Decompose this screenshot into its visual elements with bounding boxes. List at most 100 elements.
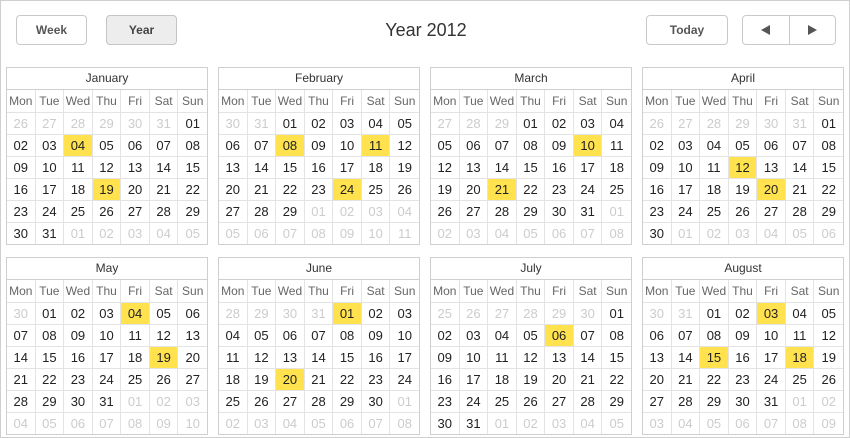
day-cell-other-month[interactable]: 27 <box>671 113 701 135</box>
day-cell[interactable]: 29 <box>602 391 631 413</box>
day-cell[interactable]: 29 <box>700 391 729 413</box>
day-cell-other-month[interactable]: 28 <box>700 113 729 135</box>
day-cell[interactable]: 15 <box>178 157 207 179</box>
day-cell[interactable]: 24 <box>92 369 122 391</box>
day-cell[interactable]: 01 <box>276 113 305 135</box>
day-cell[interactable]: 09 <box>7 157 36 179</box>
day-cell-other-month[interactable]: 27 <box>431 113 460 135</box>
day-cell[interactable]: 13 <box>459 157 489 179</box>
day-cell[interactable]: 14 <box>149 157 179 179</box>
day-cell-other-month[interactable]: 31 <box>149 113 179 135</box>
day-cell[interactable]: 02 <box>304 113 334 135</box>
day-cell[interactable]: 21 <box>7 369 36 391</box>
day-cell-other-month[interactable]: 29 <box>247 303 277 325</box>
day-cell-other-month[interactable]: 07 <box>362 413 391 434</box>
day-cell[interactable]: 17 <box>92 347 122 369</box>
day-cell[interactable]: 23 <box>361 369 391 391</box>
day-cell-other-month[interactable]: 01 <box>390 391 419 413</box>
day-cell[interactable]: 29 <box>516 201 546 223</box>
day-cell-other-month[interactable]: 30 <box>219 113 248 135</box>
day-cell[interactable]: 27 <box>219 201 248 223</box>
day-cell-other-month[interactable]: 29 <box>545 303 574 325</box>
day-cell[interactable]: 25 <box>64 201 93 223</box>
day-cell[interactable]: 10 <box>671 157 701 179</box>
day-cell[interactable]: 03 <box>390 303 419 325</box>
day-cell[interactable]: 21 <box>785 179 815 201</box>
day-cell[interactable]: 09 <box>728 325 758 347</box>
day-cell-other-month[interactable]: 08 <box>609 226 624 241</box>
day-cell[interactable]: 18 <box>361 157 391 179</box>
day-cell[interactable]: 03 <box>92 303 122 325</box>
day-cell[interactable]: 24 <box>757 369 786 391</box>
day-cell[interactable]: 25 <box>219 391 248 413</box>
day-cell[interactable]: 25 <box>785 369 815 391</box>
day-cell[interactable]: 25 <box>488 391 517 413</box>
day-cell-event[interactable]: 04 <box>64 135 93 157</box>
day-cell[interactable]: 28 <box>785 201 815 223</box>
day-cell[interactable]: 30 <box>64 391 93 413</box>
day-cell-other-month[interactable]: 29 <box>488 113 517 135</box>
day-cell-other-month[interactable]: 01 <box>488 413 517 434</box>
day-cell-other-month[interactable]: 02 <box>219 413 248 434</box>
day-cell[interactable]: 13 <box>643 347 672 369</box>
day-cell[interactable]: 07 <box>785 135 815 157</box>
day-cell-other-month[interactable]: 25 <box>431 303 460 325</box>
day-cell[interactable]: 15 <box>516 157 546 179</box>
day-cell[interactable]: 10 <box>459 347 489 369</box>
day-cell-other-month[interactable]: 03 <box>545 413 574 434</box>
day-cell[interactable]: 28 <box>304 391 334 413</box>
day-cell[interactable]: 28 <box>671 391 701 413</box>
day-cell-event[interactable]: 24 <box>333 179 362 201</box>
day-cell[interactable]: 03 <box>573 113 603 135</box>
day-cell[interactable]: 02 <box>431 325 460 347</box>
day-cell[interactable]: 16 <box>431 369 460 391</box>
day-cell[interactable]: 17 <box>333 157 362 179</box>
day-cell[interactable]: 27 <box>459 201 489 223</box>
day-cell-other-month[interactable]: 06 <box>248 223 277 244</box>
day-cell-other-month[interactable]: 06 <box>64 413 93 434</box>
day-cell-other-month[interactable]: 08 <box>786 413 815 434</box>
day-cell-other-month[interactable]: 07 <box>574 223 603 244</box>
day-cell[interactable]: 06 <box>276 325 305 347</box>
day-cell[interactable]: 04 <box>361 113 391 135</box>
day-cell[interactable]: 05 <box>149 303 179 325</box>
day-cell-event[interactable]: 03 <box>757 303 786 325</box>
day-cell[interactable]: 09 <box>304 135 334 157</box>
day-cell[interactable]: 03 <box>459 325 489 347</box>
day-cell[interactable]: 22 <box>516 179 546 201</box>
day-cell[interactable]: 19 <box>516 369 546 391</box>
day-cell[interactable]: 31 <box>36 223 65 244</box>
day-cell[interactable]: 07 <box>7 325 36 347</box>
day-cell-event[interactable]: 12 <box>728 157 758 179</box>
day-cell[interactable]: 01 <box>814 113 843 135</box>
day-cell-event[interactable]: 01 <box>333 303 362 325</box>
day-cell[interactable]: 14 <box>304 347 334 369</box>
day-cell[interactable]: 03 <box>671 135 701 157</box>
day-cell[interactable]: 02 <box>728 303 758 325</box>
day-cell[interactable]: 24 <box>671 201 701 223</box>
day-cell[interactable]: 26 <box>149 369 179 391</box>
day-cell[interactable]: 22 <box>602 369 631 391</box>
day-cell[interactable]: 28 <box>247 201 277 223</box>
previous-button[interactable] <box>743 16 789 44</box>
day-cell-other-month[interactable]: 01 <box>785 391 815 413</box>
day-cell-other-month[interactable]: 31 <box>671 303 701 325</box>
day-cell[interactable]: 26 <box>431 201 460 223</box>
day-cell-other-month[interactable]: 28 <box>64 113 93 135</box>
day-cell[interactable]: 08 <box>333 325 362 347</box>
day-cell[interactable]: 01 <box>35 303 65 325</box>
day-cell[interactable]: 24 <box>35 201 65 223</box>
day-cell[interactable]: 25 <box>700 201 729 223</box>
day-cell-other-month[interactable]: 04 <box>757 223 786 244</box>
day-cell[interactable]: 25 <box>121 369 150 391</box>
day-cell[interactable]: 11 <box>488 347 517 369</box>
day-cell-other-month[interactable]: 06 <box>821 226 836 241</box>
day-cell-other-month[interactable]: 02 <box>93 223 122 244</box>
day-cell-other-month[interactable]: 03 <box>729 223 758 244</box>
day-cell[interactable]: 05 <box>728 135 758 157</box>
day-cell-other-month[interactable]: 09 <box>150 413 179 434</box>
day-cell[interactable]: 27 <box>276 391 305 413</box>
day-cell[interactable]: 23 <box>64 369 93 391</box>
day-cell[interactable]: 16 <box>304 157 334 179</box>
day-cell-other-month[interactable]: 09 <box>821 416 836 431</box>
